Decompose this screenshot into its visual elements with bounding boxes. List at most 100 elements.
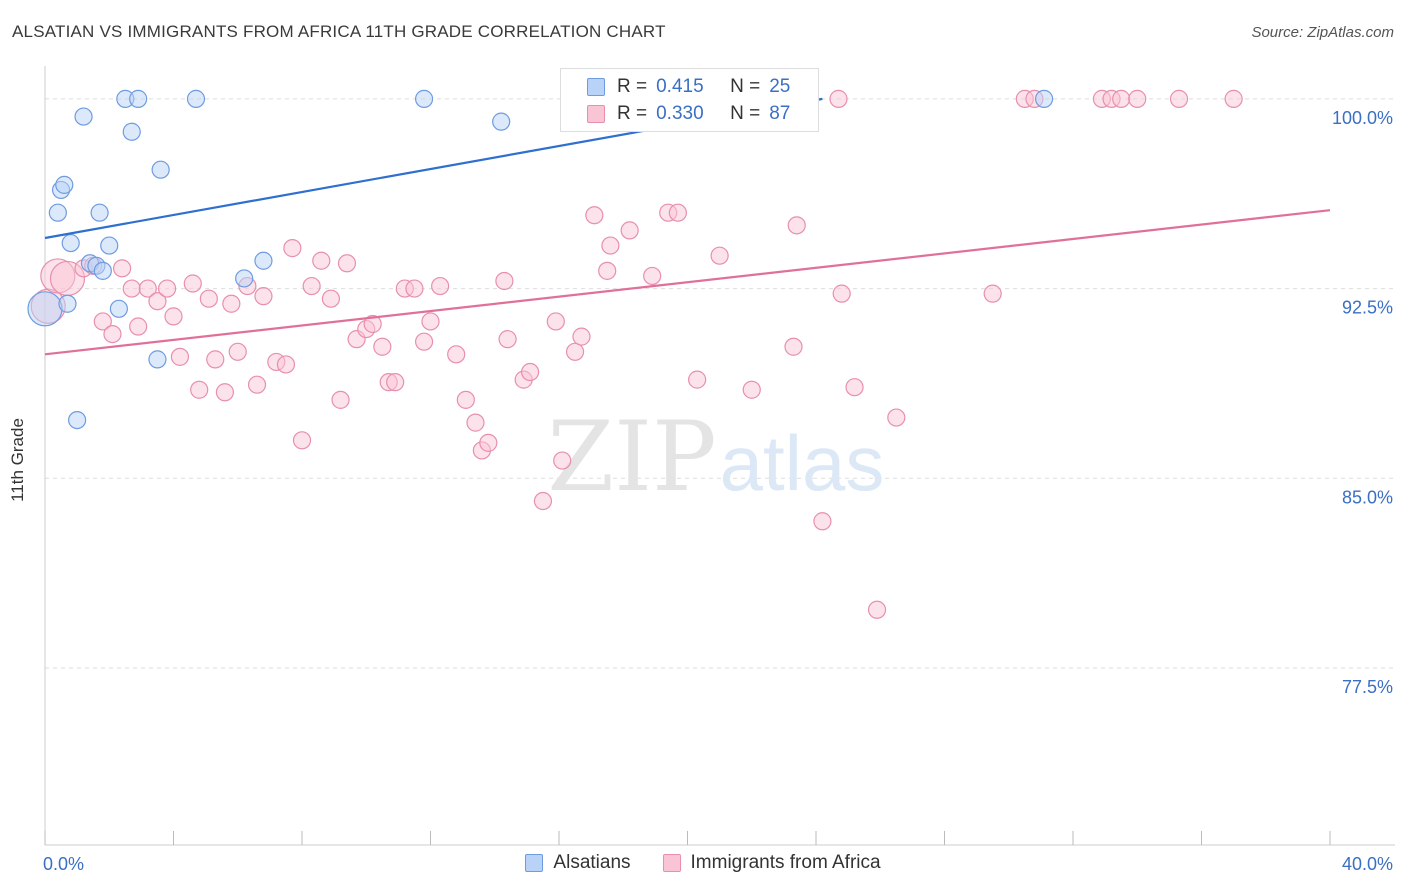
alsatian-point xyxy=(27,291,63,327)
immigrant-point xyxy=(312,251,331,270)
alsatian-point xyxy=(129,89,148,108)
immigrant-point xyxy=(1128,89,1147,108)
alsatian-point xyxy=(68,410,87,430)
alsatian-point xyxy=(48,203,67,222)
immigrant-point xyxy=(276,355,296,374)
alsatian-point xyxy=(61,233,80,253)
immigrant-point xyxy=(620,221,639,240)
legend-n-label: N = xyxy=(730,103,761,124)
alsatian-point xyxy=(74,107,93,126)
immigrant-point xyxy=(183,274,202,293)
watermark: ZIP atlas xyxy=(547,401,884,513)
alsatian-point xyxy=(58,294,77,313)
immigrant-point xyxy=(829,89,848,108)
immigrant-point xyxy=(710,246,729,265)
immigrant-point xyxy=(601,236,620,255)
x-tick-label-left: 0.0% xyxy=(43,854,84,874)
immigrant-point xyxy=(813,512,832,531)
bottom-legend: Alsatians Immigrants from Africa xyxy=(0,852,1406,874)
immigrant-point xyxy=(447,345,466,364)
alsatian-point xyxy=(186,89,206,108)
alsatian-point xyxy=(414,89,434,108)
immigrant-point xyxy=(129,317,148,336)
immigrant-point xyxy=(787,216,806,235)
immigrant-point xyxy=(572,327,591,346)
legend-swatch-blue xyxy=(587,78,605,96)
immigrant-point xyxy=(456,390,475,409)
immigrant-point xyxy=(983,284,1002,303)
watermark-atlas: atlas xyxy=(720,419,885,507)
series-alsatians xyxy=(27,89,1054,430)
immigrant-point xyxy=(247,375,267,394)
y-axis-label: 11th Grade xyxy=(8,418,27,502)
alsatian-point xyxy=(93,261,112,280)
grid-lines xyxy=(45,98,1395,669)
immigrant-point xyxy=(122,279,141,298)
immigrant-point xyxy=(363,314,382,334)
immigrant-point xyxy=(553,451,572,470)
immigrant-point xyxy=(112,259,132,278)
immigrant-point xyxy=(199,289,218,308)
x-tick-label-right: 40.0% xyxy=(1342,854,1393,874)
alsatian-point xyxy=(151,160,170,179)
legend-item-alsatians[interactable]: Alsatians xyxy=(525,852,631,874)
tick-labels: 100.0% 92.5% 85.0% 77.5% 0.0% 40.0% xyxy=(43,108,1393,874)
immigrant-point xyxy=(93,312,112,331)
immigrant-point xyxy=(337,254,357,273)
immigrant-point xyxy=(1169,89,1189,108)
alsatian-point xyxy=(148,350,167,369)
immigrant-point xyxy=(292,431,312,450)
immigrant-point xyxy=(190,380,209,399)
trend-lines xyxy=(44,97,1331,356)
legend-r-label: R = xyxy=(617,103,648,124)
legend-r-label: R = xyxy=(617,76,648,97)
immigrant-point xyxy=(784,337,803,356)
legend-swatch-pink xyxy=(662,854,681,872)
immigrant-point xyxy=(479,433,498,452)
immigrant-point xyxy=(668,203,687,222)
immigrant-point xyxy=(215,383,234,402)
immigrant-point xyxy=(565,342,585,361)
immigrant-point xyxy=(546,312,565,331)
y-tick-label: 77.5% xyxy=(1342,677,1393,697)
immigrant-point xyxy=(1112,89,1131,108)
immigrant-point xyxy=(164,307,183,326)
legend-label-alsatians: Alsatians xyxy=(553,852,631,873)
alsatian-point xyxy=(90,203,109,222)
legend-swatch-pink xyxy=(587,105,605,123)
immigrant-point xyxy=(222,294,241,313)
legend-row-alsatians: R = 0.415 N = 25 xyxy=(587,75,790,99)
alsatian-point xyxy=(1034,89,1054,108)
immigrant-point xyxy=(148,292,167,311)
immigrant-point xyxy=(157,279,177,298)
alsatian-point xyxy=(254,251,273,270)
immigrant-point xyxy=(520,362,540,382)
y-tick-label: 85.0% xyxy=(1342,487,1393,507)
alsatian-point xyxy=(492,112,511,131)
immigrant-point xyxy=(386,373,405,392)
source-label: Source: ZipAtlas.com xyxy=(1251,24,1394,41)
immigrant-point xyxy=(495,271,514,291)
alsatian-point xyxy=(55,175,74,194)
legend-n-value: 87 xyxy=(769,103,791,124)
immigrant-point xyxy=(466,413,485,432)
immigrant-point xyxy=(742,380,761,399)
axes xyxy=(44,66,1395,846)
immigrant-point xyxy=(498,330,517,349)
immigrant-point xyxy=(533,491,553,511)
y-tick-label: 100.0% xyxy=(1332,108,1393,128)
stats-legend: R = 0.415 N = 25 R = 0.330 N = 87 xyxy=(560,68,819,132)
immigrant-point xyxy=(373,337,392,356)
alsatian-point xyxy=(109,299,128,318)
immigrant-point xyxy=(431,276,450,296)
immigrant-point xyxy=(414,332,434,351)
immigrant-point xyxy=(887,408,906,427)
legend-r-value: 0.415 xyxy=(656,76,704,97)
immigrant-point xyxy=(321,289,341,308)
immigrant-point xyxy=(283,239,302,258)
immigrant-point xyxy=(170,347,190,366)
immigrant-trend-line xyxy=(44,209,1331,356)
immigrant-point xyxy=(1224,89,1243,108)
legend-item-immigrants[interactable]: Immigrants from Africa xyxy=(662,852,881,874)
